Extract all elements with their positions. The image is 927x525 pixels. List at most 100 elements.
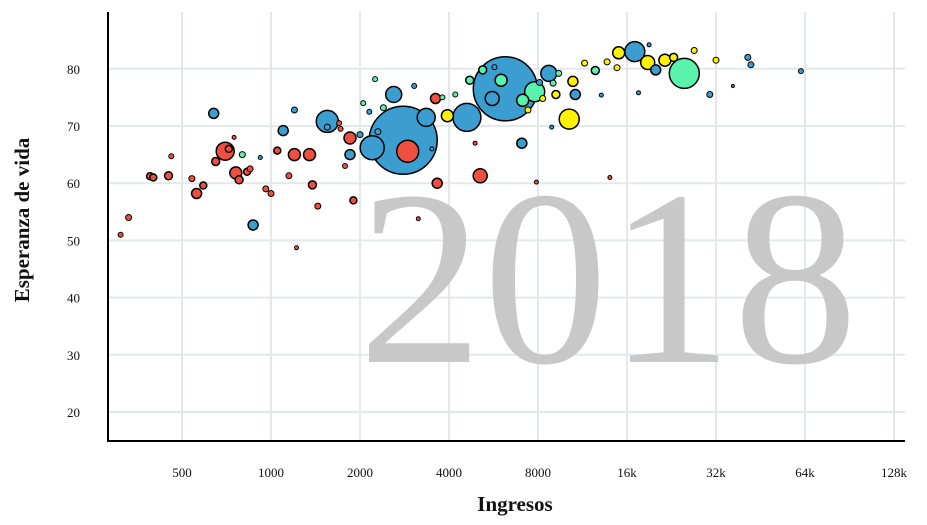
bubble-europe[interactable] bbox=[440, 108, 455, 123]
bubble-africa[interactable] bbox=[302, 147, 317, 162]
bubble-asia[interactable] bbox=[636, 90, 641, 96]
bubble-americas[interactable] bbox=[379, 104, 387, 112]
bubble-asia[interactable] bbox=[359, 134, 385, 161]
bubble-asia[interactable] bbox=[744, 53, 752, 61]
bubble-americas[interactable] bbox=[549, 79, 557, 87]
bubble-asia[interactable] bbox=[536, 79, 544, 86]
bubble-africa[interactable] bbox=[395, 139, 420, 163]
bubble-asia[interactable] bbox=[207, 107, 220, 120]
bubble-europe[interactable] bbox=[690, 47, 698, 54]
bubble-americas[interactable] bbox=[590, 65, 601, 76]
bubble-africa[interactable] bbox=[429, 92, 442, 105]
bubble-africa[interactable] bbox=[188, 175, 196, 183]
bubble-africa[interactable] bbox=[431, 177, 443, 189]
bubble-americas[interactable] bbox=[452, 91, 459, 98]
bubble-africa[interactable] bbox=[343, 131, 357, 145]
bubble-asia[interactable] bbox=[366, 108, 373, 115]
bubble-africa[interactable] bbox=[117, 231, 124, 238]
bubble-africa[interactable] bbox=[224, 144, 234, 154]
bubble-asia[interactable] bbox=[730, 84, 735, 88]
bubble-asia[interactable] bbox=[569, 88, 582, 101]
bubble-europe[interactable] bbox=[639, 54, 656, 71]
bubble-asia[interactable] bbox=[452, 102, 482, 133]
bubble-europe[interactable] bbox=[613, 64, 621, 72]
bubble-americas[interactable] bbox=[515, 93, 530, 108]
bubble-africa[interactable] bbox=[533, 179, 539, 185]
bubble-asia[interactable] bbox=[549, 124, 555, 130]
bubble-asia[interactable] bbox=[484, 90, 500, 107]
bubble-africa[interactable] bbox=[307, 180, 318, 190]
bubble-europe[interactable] bbox=[539, 95, 547, 102]
bubble-africa[interactable] bbox=[125, 214, 133, 221]
bubble-africa[interactable] bbox=[267, 190, 275, 197]
bubble-africa[interactable] bbox=[285, 172, 293, 180]
axes bbox=[107, 12, 905, 442]
bubble-americas[interactable] bbox=[555, 69, 563, 77]
bubble-africa[interactable] bbox=[234, 175, 244, 185]
bubble-americas[interactable] bbox=[477, 65, 488, 75]
bubble-americas[interactable] bbox=[464, 75, 475, 85]
bubble-asia[interactable] bbox=[323, 123, 331, 131]
bubble-africa[interactable] bbox=[210, 156, 221, 167]
bubble-asia[interactable] bbox=[257, 155, 263, 160]
bubble-europe[interactable] bbox=[603, 58, 611, 66]
bubble-asia[interactable] bbox=[797, 68, 804, 75]
bubble-asia[interactable] bbox=[411, 83, 418, 89]
bubble-asia[interactable] bbox=[429, 146, 435, 152]
bubble-asia[interactable] bbox=[290, 106, 298, 114]
bubble-asia[interactable] bbox=[356, 131, 364, 139]
bubble-europe[interactable] bbox=[668, 52, 679, 63]
bubble-americas[interactable] bbox=[372, 76, 379, 83]
bubble-africa[interactable] bbox=[415, 216, 421, 222]
bubble-asia[interactable] bbox=[706, 91, 714, 98]
bubble-africa[interactable] bbox=[287, 147, 302, 162]
bubble-africa[interactable] bbox=[336, 120, 343, 127]
bubble-africa[interactable] bbox=[472, 140, 478, 146]
bubble-europe[interactable] bbox=[551, 89, 561, 100]
bubble-asia[interactable] bbox=[598, 92, 604, 98]
bubble-africa[interactable] bbox=[337, 125, 344, 132]
bubble-asia[interactable] bbox=[416, 107, 436, 128]
bubble-africa[interactable] bbox=[314, 202, 322, 210]
bubble-africa[interactable] bbox=[607, 175, 613, 180]
bubble-asia[interactable] bbox=[540, 64, 558, 83]
bubble-americas[interactable] bbox=[439, 94, 446, 101]
bubble-asia[interactable] bbox=[649, 64, 662, 76]
bubble-asia[interactable] bbox=[374, 128, 382, 136]
bubble-africa[interactable] bbox=[342, 163, 348, 169]
bubble-europe[interactable] bbox=[611, 46, 626, 60]
bubble-africa[interactable] bbox=[168, 153, 175, 160]
bubble-africa[interactable] bbox=[163, 171, 174, 181]
bubble-asia[interactable] bbox=[747, 61, 755, 69]
bubble-africa[interactable] bbox=[246, 165, 254, 173]
bubble-africa[interactable] bbox=[231, 134, 237, 140]
bubble-asia[interactable] bbox=[277, 124, 289, 137]
bubble-americas[interactable] bbox=[668, 57, 701, 90]
bubble-africa[interactable] bbox=[294, 245, 299, 251]
bubble-africa[interactable] bbox=[472, 168, 488, 184]
bubble-americas[interactable] bbox=[238, 151, 246, 159]
bubble-africa[interactable] bbox=[349, 196, 358, 205]
bubble-africa[interactable] bbox=[199, 181, 208, 190]
bubble-europe[interactable] bbox=[581, 59, 589, 67]
bubble-asia[interactable] bbox=[247, 219, 259, 231]
bubble-africa[interactable] bbox=[273, 146, 282, 155]
bubble-asia[interactable] bbox=[384, 85, 403, 104]
bubble-africa[interactable] bbox=[190, 187, 203, 200]
bubble-asia[interactable] bbox=[491, 64, 498, 71]
y-tick-label: 60 bbox=[67, 176, 80, 191]
bubble-asia[interactable] bbox=[646, 42, 652, 48]
bubble-americas[interactable] bbox=[360, 100, 367, 107]
gridlines bbox=[108, 12, 905, 441]
bubble-europe[interactable] bbox=[712, 56, 720, 64]
bubble-americas[interactable] bbox=[494, 73, 508, 87]
bubble-europe[interactable] bbox=[567, 75, 579, 88]
bubble-asia[interactable] bbox=[344, 148, 356, 161]
bubble-africa[interactable] bbox=[262, 185, 270, 193]
bubble-africa[interactable] bbox=[149, 173, 158, 182]
bubble-europe[interactable] bbox=[558, 108, 580, 130]
bubble-europe[interactable] bbox=[524, 106, 532, 114]
bubble-asia[interactable] bbox=[516, 137, 528, 149]
